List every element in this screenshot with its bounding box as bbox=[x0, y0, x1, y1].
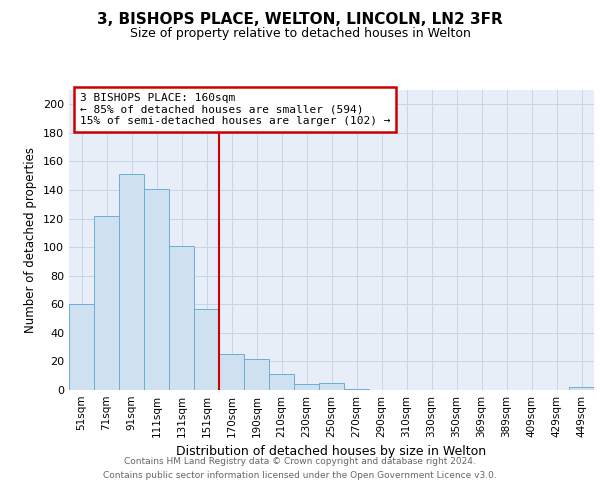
Bar bbox=[194, 308, 219, 390]
Bar bbox=[219, 354, 244, 390]
Bar bbox=[69, 304, 94, 390]
Text: Contains HM Land Registry data © Crown copyright and database right 2024.: Contains HM Land Registry data © Crown c… bbox=[124, 458, 476, 466]
Text: 3, BISHOPS PLACE, WELTON, LINCOLN, LN2 3FR: 3, BISHOPS PLACE, WELTON, LINCOLN, LN2 3… bbox=[97, 12, 503, 28]
Bar bbox=[319, 383, 344, 390]
Bar bbox=[569, 387, 594, 390]
Bar bbox=[94, 216, 119, 390]
Bar bbox=[244, 358, 269, 390]
Bar bbox=[269, 374, 294, 390]
Bar bbox=[144, 188, 169, 390]
Bar bbox=[119, 174, 144, 390]
Text: Contains public sector information licensed under the Open Government Licence v3: Contains public sector information licen… bbox=[103, 471, 497, 480]
Text: 3 BISHOPS PLACE: 160sqm
← 85% of detached houses are smaller (594)
15% of semi-d: 3 BISHOPS PLACE: 160sqm ← 85% of detache… bbox=[79, 93, 390, 126]
Text: Size of property relative to detached houses in Welton: Size of property relative to detached ho… bbox=[130, 28, 470, 40]
Bar bbox=[169, 246, 194, 390]
Bar bbox=[294, 384, 319, 390]
Bar bbox=[344, 388, 369, 390]
Y-axis label: Number of detached properties: Number of detached properties bbox=[25, 147, 37, 333]
X-axis label: Distribution of detached houses by size in Welton: Distribution of detached houses by size … bbox=[176, 446, 487, 458]
